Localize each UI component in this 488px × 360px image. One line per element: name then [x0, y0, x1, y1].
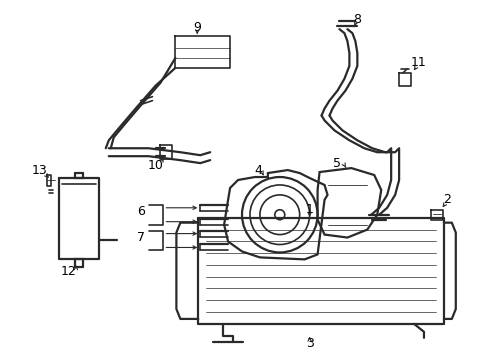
Text: 5: 5 [333, 157, 341, 170]
Text: 12: 12 [61, 265, 77, 278]
Text: 3: 3 [305, 337, 313, 350]
Text: 1: 1 [305, 203, 313, 216]
Text: 7: 7 [136, 231, 144, 244]
Text: 11: 11 [410, 57, 426, 69]
Text: 9: 9 [193, 21, 201, 34]
Text: 10: 10 [147, 159, 163, 172]
Text: 4: 4 [253, 163, 262, 176]
Text: 2: 2 [442, 193, 450, 206]
Text: 13: 13 [31, 163, 47, 176]
Text: 8: 8 [353, 13, 361, 26]
Text: 6: 6 [136, 205, 144, 218]
